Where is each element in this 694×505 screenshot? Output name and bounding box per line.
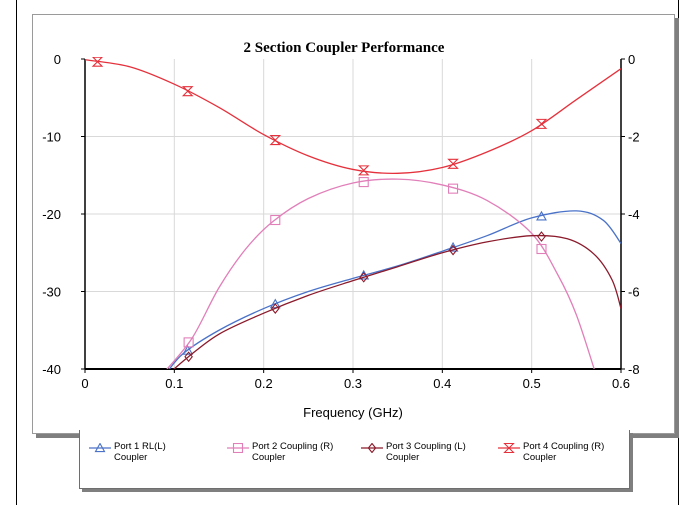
- x-tick-label: 0: [81, 376, 88, 391]
- series-point-marker: [359, 271, 369, 283]
- legend-swatch-port3: [361, 443, 383, 453]
- series-point-marker: [448, 183, 459, 194]
- x-tick-label: 0.2: [255, 376, 273, 391]
- legend-label-line2: Coupler: [386, 452, 420, 463]
- series-point-marker: [536, 243, 547, 255]
- series-point-marker: [447, 241, 459, 252]
- chart-plot: 2 Section Coupler Performance 0 0.1 0.2 0.3…: [42, 40, 639, 420]
- legend: Port 1 RL(L) Coupler Port 2 Coupling (R)…: [79, 430, 630, 489]
- tick-labels: 0 0.1 0.2 0.3 0.4 0.5 0.6 0 -10 -20 -30 -40 0 -2 -4 -6 -…: [42, 52, 639, 391]
- window-frame-right: [678, 0, 679, 505]
- legend-swatch-marker: [367, 443, 377, 453]
- y-left-tick-label: 0: [54, 52, 61, 67]
- series-4: [85, 57, 621, 176]
- series-3: [173, 231, 621, 369]
- series-point-marker: [535, 118, 548, 129]
- series-point-marker: [536, 210, 547, 221]
- y-left-tick-label: -20: [42, 207, 61, 222]
- window-frame-left: [16, 0, 17, 505]
- y-right-tick-label: -8: [628, 362, 640, 377]
- series-1: [168, 210, 621, 369]
- series-point-marker: [270, 303, 280, 314]
- legend-label-line2: Coupler: [523, 452, 557, 463]
- legend-swatch-marker: [232, 443, 244, 453]
- x-tick-label: 0.6: [612, 376, 630, 391]
- series-2: [166, 177, 595, 369]
- series-point-marker: [447, 158, 459, 169]
- series-point-marker: [184, 351, 193, 363]
- legend-label-line1: Port 3 Coupling (L): [386, 441, 466, 452]
- series-point-marker: [270, 214, 281, 226]
- legend-swatch-port2: [227, 443, 249, 453]
- y-right-tick-label: 0: [628, 52, 635, 67]
- legend-swatch-port1: [89, 443, 111, 453]
- series-line: [168, 210, 621, 369]
- x-tick-label: 0.3: [344, 376, 362, 391]
- x-tick-label: 0.5: [523, 376, 541, 391]
- legend-label-line1: Port 2 Coupling (R): [252, 441, 334, 452]
- x-axis-label: Frequency (GHz): [303, 405, 403, 420]
- y-right-tick-label: -6: [628, 285, 640, 300]
- legend-swatch-marker: [94, 443, 106, 453]
- legend-label-line1: Port 4 Coupling (R): [523, 441, 605, 452]
- series-point-marker: [448, 244, 458, 256]
- chart-title: 2 Section Coupler Performance: [244, 40, 445, 56]
- y-right-tick-label: -2: [628, 130, 640, 145]
- y-left-tick-label: -10: [42, 130, 61, 145]
- legend-label-line2: Coupler: [114, 452, 148, 463]
- series-point-marker: [357, 165, 370, 176]
- series-point-marker: [183, 337, 194, 348]
- series-layer: [85, 57, 621, 369]
- series-point-marker: [537, 231, 546, 242]
- chart-panel: 2 Section Coupler Performance 0 0.1 0.2 0.3…: [32, 14, 675, 434]
- series-line: [85, 59, 621, 175]
- legend-swatch-port4: [498, 443, 520, 453]
- series-point-marker: [181, 86, 194, 97]
- y-right-tick-label: -4: [628, 207, 640, 222]
- legend-swatch-marker: [503, 443, 515, 453]
- x-tick-label: 0.1: [165, 376, 183, 391]
- series-point-marker: [358, 177, 369, 188]
- x-tick-label: 0.4: [433, 376, 451, 391]
- legend-label-line2: Coupler: [252, 452, 286, 463]
- series-line: [173, 234, 621, 369]
- series-line: [166, 178, 595, 369]
- legend-label-line1: Port 1 RL(L): [114, 441, 166, 452]
- grid-lines: [85, 59, 621, 369]
- y-left-tick-label: -30: [42, 285, 61, 300]
- series-point-marker: [91, 57, 104, 67]
- y-left-tick-label: -40: [42, 362, 61, 377]
- series-point-marker: [269, 135, 282, 146]
